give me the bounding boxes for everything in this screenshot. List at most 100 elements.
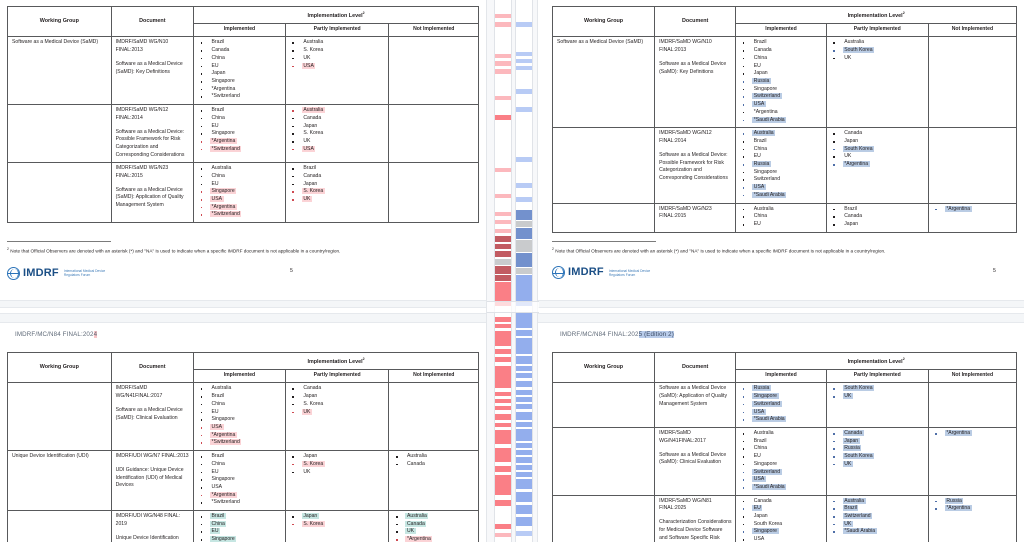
- minimap-change-mark[interactable]: [495, 533, 511, 537]
- minimap-change-mark[interactable]: [495, 430, 511, 444]
- country-item: Singapore: [198, 78, 282, 86]
- minimap-change-mark[interactable]: [495, 229, 511, 233]
- minimap-change-mark[interactable]: [495, 399, 511, 403]
- col-header-document: Document: [110, 351, 195, 384]
- minimap-change-mark[interactable]: [495, 357, 511, 362]
- country-name: *Saudi Arabia: [752, 191, 787, 198]
- minimap-change-mark[interactable]: [516, 253, 532, 267]
- country-item: USA: [740, 184, 822, 192]
- country-name: *Argentina: [210, 431, 237, 438]
- country-name: Australia: [752, 130, 776, 137]
- minimap-change-mark[interactable]: [495, 168, 511, 172]
- minimap-change-mark[interactable]: [495, 406, 511, 410]
- country-item: Australia: [740, 130, 822, 138]
- minimap-change-mark[interactable]: [495, 220, 511, 224]
- minimap-change-mark[interactable]: [516, 275, 532, 306]
- minimap-change-mark[interactable]: [495, 331, 511, 346]
- minimap-change-mark[interactable]: [495, 115, 511, 120]
- country-name: Japan: [301, 513, 319, 520]
- minimap-change-mark[interactable]: [495, 349, 511, 354]
- minimap-change-mark[interactable]: [516, 197, 532, 202]
- minimap-change-mark[interactable]: [495, 275, 511, 281]
- minimap-change-mark[interactable]: [495, 236, 511, 242]
- minimap-change-mark[interactable]: [516, 443, 532, 448]
- country-item: Singapore: [198, 476, 282, 484]
- minimap-change-mark[interactable]: [495, 524, 511, 529]
- minimap-change-mark[interactable]: [495, 466, 511, 472]
- minimap-change-mark[interactable]: [516, 390, 532, 395]
- minimap-change-mark[interactable]: [516, 472, 532, 477]
- minimap-change-mark[interactable]: [495, 475, 511, 495]
- minimap-change-mark[interactable]: [516, 221, 532, 227]
- minimap-change-mark[interactable]: [495, 282, 511, 306]
- pane-bottom-left-old-document[interactable]: IMDRF/MC/N84 FINAL:2024 Working Group Do…: [0, 326, 486, 542]
- diff-minimap[interactable]: [486, 0, 539, 542]
- minimap-change-mark[interactable]: [516, 66, 532, 70]
- minimap-change-mark[interactable]: [516, 330, 532, 336]
- minimap-change-mark[interactable]: [516, 107, 532, 112]
- minimap-change-mark[interactable]: [516, 59, 532, 63]
- minimap-change-mark[interactable]: [516, 183, 532, 188]
- minimap-change-mark[interactable]: [516, 356, 532, 364]
- minimap-change-mark[interactable]: [495, 366, 511, 388]
- minimap-change-mark[interactable]: [516, 268, 532, 274]
- minimap-change-mark[interactable]: [495, 414, 511, 420]
- minimap-change-mark[interactable]: [516, 381, 532, 387]
- minimap-change-mark[interactable]: [516, 366, 532, 371]
- minimap-change-mark[interactable]: [495, 22, 511, 27]
- country-name: China: [210, 520, 227, 527]
- minimap-change-mark[interactable]: [516, 412, 532, 420]
- country-item: *Saudi Arabia: [740, 483, 822, 492]
- pane-top-left-old-document[interactable]: Working Group Document Implementation Le…: [0, 0, 486, 300]
- minimap-change-mark[interactable]: [495, 69, 511, 74]
- minimap-change-mark[interactable]: [495, 96, 511, 100]
- document-header-old: IMDRF/MC/N84 FINAL:2024: [15, 331, 479, 338]
- minimap-change-mark[interactable]: [516, 450, 532, 455]
- minimap-change-mark[interactable]: [495, 251, 511, 257]
- minimap-change-mark[interactable]: [516, 228, 532, 239]
- minimap-change-mark[interactable]: [516, 210, 532, 220]
- minimap-change-mark[interactable]: [495, 212, 511, 216]
- minimap-change-mark[interactable]: [516, 465, 532, 470]
- pane-bottom-right-new-document[interactable]: IMDRF/MC/N84 FINAL:2025 (Edition 2) Work…: [538, 326, 1024, 542]
- minimap-change-mark[interactable]: [516, 397, 532, 402]
- minimap-change-mark[interactable]: [516, 89, 532, 94]
- minimap-change-mark[interactable]: [495, 244, 511, 249]
- minimap-change-mark[interactable]: [516, 505, 532, 514]
- minimap-change-mark[interactable]: [495, 392, 511, 396]
- minimap-change-mark[interactable]: [495, 194, 511, 198]
- minimap-change-mark[interactable]: [516, 157, 532, 162]
- minimap-change-mark[interactable]: [495, 266, 511, 274]
- minimap-change-mark[interactable]: [495, 54, 511, 58]
- minimap-change-mark[interactable]: [495, 324, 511, 328]
- minimap-change-mark[interactable]: [495, 259, 511, 265]
- minimap-change-mark[interactable]: [516, 492, 532, 502]
- minimap-change-mark[interactable]: [516, 373, 532, 378]
- pane-top-right-new-document[interactable]: Working Group Document Implementation Le…: [538, 0, 1024, 300]
- minimap-change-mark[interactable]: [495, 317, 511, 322]
- minimap-change-mark[interactable]: [495, 14, 511, 18]
- cell-implemented: Brazil China EU Singapore *Argentina *Switzer…: [193, 104, 286, 164]
- country-name: Canada: [842, 430, 864, 436]
- minimap-change-mark[interactable]: [495, 423, 511, 427]
- minimap-change-mark[interactable]: [516, 517, 532, 526]
- minimap-change-mark[interactable]: [516, 22, 532, 27]
- minimap-change-mark[interactable]: [495, 61, 511, 66]
- minimap-added-column[interactable]: [515, 0, 533, 542]
- minimap-change-mark[interactable]: [495, 500, 511, 506]
- minimap-change-mark[interactable]: [516, 52, 532, 56]
- minimap-change-mark[interactable]: [516, 457, 532, 463]
- country-name: Singapore: [752, 393, 779, 400]
- minimap-change-mark[interactable]: [516, 240, 532, 252]
- minimap-deleted-column[interactable]: [494, 0, 512, 542]
- minimap-change-mark[interactable]: [516, 479, 532, 489]
- minimap-change-mark[interactable]: [516, 422, 532, 427]
- minimap-change-mark[interactable]: [516, 312, 532, 328]
- minimap-change-mark[interactable]: [516, 531, 532, 536]
- country-item: USA: [198, 195, 282, 204]
- minimap-change-mark[interactable]: [495, 448, 511, 462]
- minimap-change-mark[interactable]: [516, 404, 532, 409]
- minimap-change-mark[interactable]: [516, 429, 532, 441]
- minimap-change-mark[interactable]: [516, 338, 532, 354]
- minimap-viewport-indicator[interactable]: [487, 301, 539, 313]
